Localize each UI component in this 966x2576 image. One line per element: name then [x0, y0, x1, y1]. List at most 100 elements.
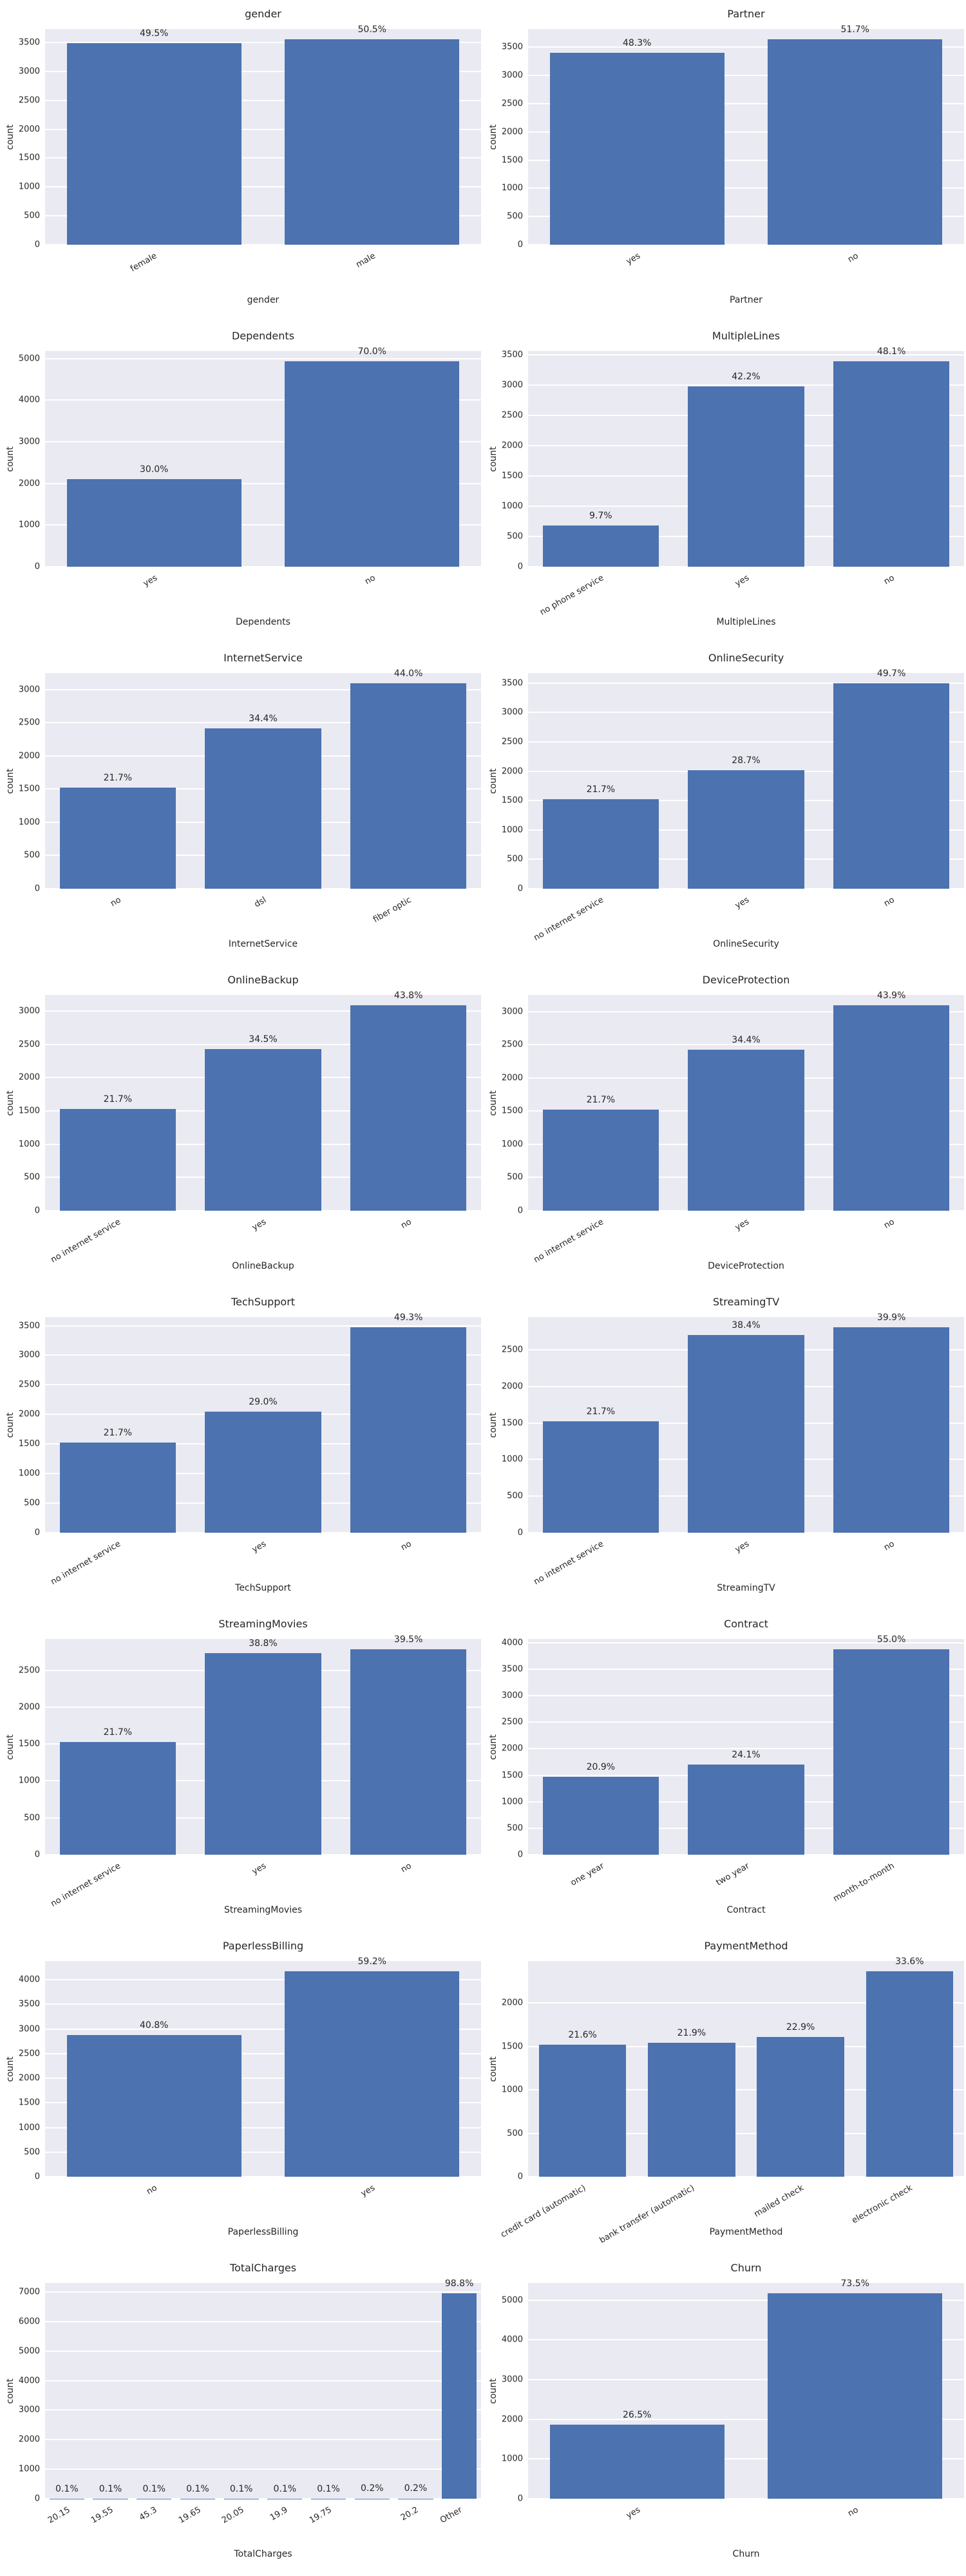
bar-value-label: 26.5%	[623, 2409, 652, 2420]
y-tick-label: 1500	[18, 1439, 40, 1449]
gridline	[528, 1044, 964, 1046]
plot-area	[528, 2283, 964, 2499]
y-tick-label: 5000	[501, 2295, 523, 2306]
bar-yes	[549, 52, 724, 245]
y-tick-label: 4000	[501, 1638, 523, 1648]
y-tick-label: 1500	[501, 155, 523, 166]
x-tick-label: one year	[569, 1861, 606, 1888]
y-tick-label: 1500	[18, 784, 40, 794]
y-tick-label: 2000	[501, 440, 523, 451]
y-tick-label: 3000	[18, 685, 40, 695]
bar-value-label: 38.4%	[732, 1320, 761, 1331]
y-tick-label: 1000	[501, 183, 523, 193]
y-tick-label: 3000	[501, 70, 523, 80]
subplot-paperlessbilling: PaperlessBilling count 0 500 1000 1500 2000 250…	[0, 1932, 483, 2254]
bar-no	[350, 1005, 467, 1211]
y-tick-label: 4000	[501, 2334, 523, 2345]
y-tick-label: 3000	[501, 1007, 523, 1017]
plot-area	[45, 1961, 481, 2177]
gridline	[45, 2126, 481, 2128]
subplot-churn: Churn count 0 1000 2000 3000 4000 5000 26.5% yes 7…	[483, 2254, 966, 2576]
plot-area	[528, 673, 964, 889]
y-tick-label: 1500	[501, 471, 523, 481]
y-tick-label: 7000	[18, 2287, 40, 2297]
gridline	[45, 128, 481, 130]
bar-value-label: 20.9%	[586, 1761, 616, 1772]
y-tick-label: 2500	[501, 410, 523, 421]
x-axis-label: InternetService	[228, 939, 298, 949]
gridline	[528, 75, 964, 77]
x-axis-label: Dependents	[236, 617, 290, 627]
subplot-paymentmethod: PaymentMethod count 0 500 1000 1500 2000 21.6% c…	[483, 1932, 966, 2254]
subplot-internetservice: InternetService count 0 500 1000 1500 2000 2500…	[0, 644, 483, 966]
y-tick-label: 2000	[18, 1409, 40, 1419]
x-tick-label: 20.15	[46, 2505, 72, 2526]
bar-value-label: 48.3%	[623, 37, 652, 48]
plot-area	[45, 1639, 481, 1855]
bar-value-label: 73.5%	[840, 2278, 869, 2289]
y-tick-label: 4000	[18, 1975, 40, 1985]
gridline	[45, 2498, 481, 2499]
chart-title: TechSupport	[231, 1296, 296, 1308]
y-tick-label: 0	[517, 884, 523, 894]
x-tick-label: female	[129, 251, 159, 274]
bar-value-label: 70.0%	[357, 346, 386, 357]
bar-value-label: 0.1%	[186, 2483, 209, 2494]
bar-value-label: 28.7%	[732, 755, 761, 766]
gridline	[528, 216, 964, 218]
bar-no	[66, 2035, 242, 2177]
bar-no	[59, 787, 176, 889]
y-tick-label: 2500	[501, 1345, 523, 1355]
chart-title: Dependents	[231, 330, 295, 342]
plot-area	[45, 1317, 481, 1533]
gridline	[528, 1668, 964, 1670]
y-tick-label: 2500	[18, 1379, 40, 1390]
gridline	[45, 722, 481, 724]
y-tick-label: 1500	[501, 2041, 523, 2052]
x-tick-label: yes	[141, 573, 159, 589]
gridline	[528, 384, 964, 386]
x-axis-label: gender	[247, 295, 279, 305]
y-tick-label: 2000	[501, 1073, 523, 1083]
y-tick-label: 2000	[501, 1998, 523, 2008]
y-tick-label: 1000	[501, 1454, 523, 1464]
x-axis-label: StreamingMovies	[223, 1905, 303, 1915]
x-tick-label: fiber optic	[372, 895, 413, 925]
bar-value-label: 39.5%	[393, 1634, 423, 1645]
bar-value-label: 43.9%	[876, 990, 906, 1001]
bar-value-label: 55.0%	[876, 1634, 906, 1645]
y-tick-label: 1000	[18, 817, 40, 828]
subplot-dependents: Dependents count 0 1000 2000 3000 4000 5000 30.0…	[0, 322, 483, 644]
y-tick-label: 0	[34, 2172, 40, 2182]
gridline	[45, 524, 481, 526]
x-tick-label: mailed check	[752, 2183, 806, 2220]
x-tick-label: no	[363, 573, 377, 587]
gridline	[45, 2468, 481, 2470]
y-tick-label: 3500	[18, 37, 40, 48]
y-tick-label: 2500	[18, 717, 40, 728]
bar-value-label: 34.4%	[249, 713, 278, 724]
bar-value-label: 48.1%	[876, 346, 906, 357]
x-tick-label: no phone service	[538, 573, 606, 618]
x-tick-label: month-to-month	[831, 1861, 896, 1904]
y-tick-label: 0	[517, 562, 523, 572]
gridline	[45, 2052, 481, 2054]
y-tick-label: 6000	[18, 2316, 40, 2327]
plot-area	[528, 29, 964, 245]
y-tick-label: 0	[517, 1528, 523, 1538]
gridline	[45, 1043, 481, 1045]
y-tick-label: 500	[507, 531, 523, 542]
bar-value-label: 0.1%	[99, 2483, 122, 2494]
bar-yes	[688, 386, 804, 567]
bar-value-label: 21.7%	[103, 1727, 133, 1738]
gridline	[528, 1210, 964, 1211]
y-tick-label: 1500	[501, 795, 523, 806]
gridline	[528, 102, 964, 104]
gridline	[528, 1010, 964, 1012]
bar-value-label: 49.5%	[140, 28, 169, 39]
y-tick-label: 3000	[18, 2024, 40, 2034]
bar-value-label: 33.6%	[895, 1956, 924, 1967]
x-tick-label: dsl	[252, 895, 268, 910]
gridline	[528, 566, 964, 567]
